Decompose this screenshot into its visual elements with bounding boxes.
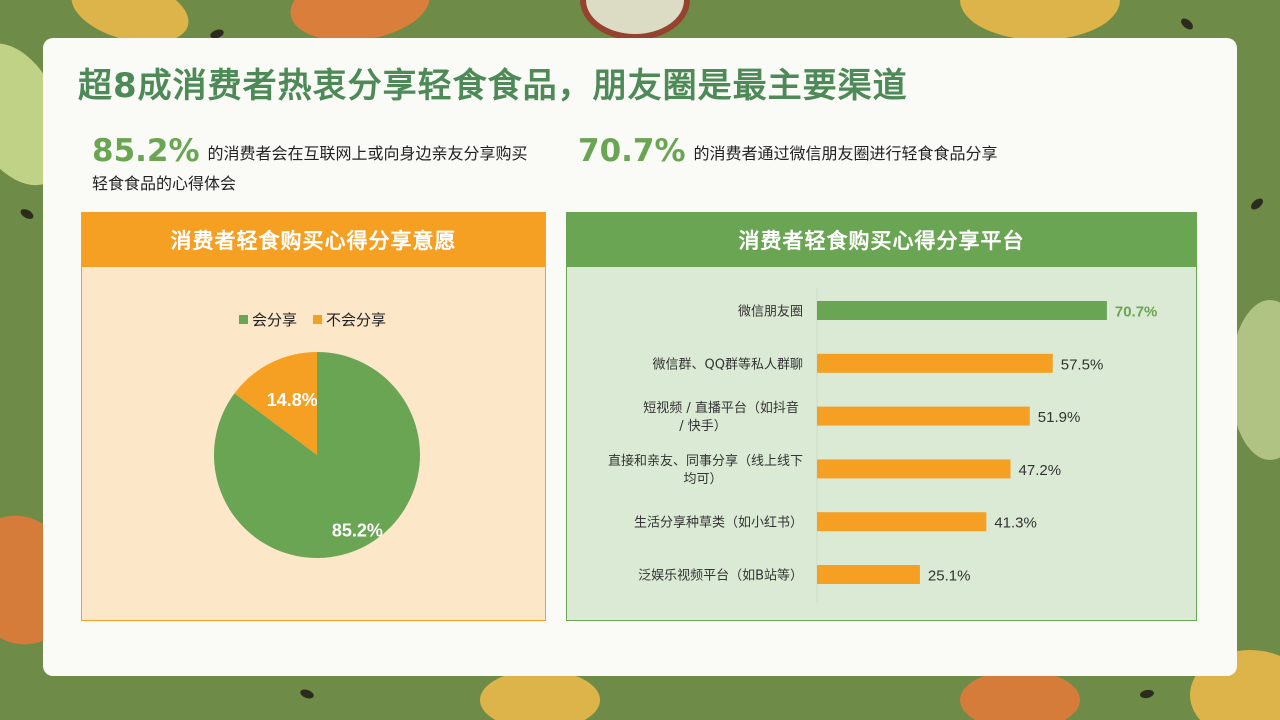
bar xyxy=(817,459,1011,479)
decor-mango xyxy=(480,670,600,720)
legend-item-no-share: 不会分享 xyxy=(313,309,386,330)
stat-value: 70.7% xyxy=(578,133,686,169)
panel-title: 消费者轻食购买心得分享意愿 xyxy=(82,213,545,267)
stat-value: 85.2% xyxy=(92,133,200,169)
bar-value-label: 70.7% xyxy=(1115,304,1158,321)
stat-text: 的消费者通过微信朋友圈进行轻食食品分享 xyxy=(693,144,998,163)
bar xyxy=(817,301,1107,320)
bar xyxy=(817,406,1030,426)
bar-value-label: 47.2% xyxy=(1019,462,1062,479)
decor-seed xyxy=(1249,196,1265,212)
bar xyxy=(817,565,920,584)
legend-label: 不会分享 xyxy=(326,311,387,329)
bar-category-label: 微信群、QQ群等私人群聊 xyxy=(653,356,803,372)
bar-value-label: 51.9% xyxy=(1038,409,1081,426)
pie-legend: 会分享 不会分享 xyxy=(239,309,386,330)
legend-label: 会分享 xyxy=(252,311,298,329)
stat-share-willing: 85.2% 的消费者会在互联网上或向身边亲友分享购买轻食食品的心得体会 xyxy=(92,136,532,199)
legend-swatch xyxy=(239,315,248,324)
stat-text: 的消费者会在互联网上或向身边亲友分享购买轻食食品的心得体会 xyxy=(92,144,528,193)
decor-seed xyxy=(1179,16,1195,32)
share-willingness-panel: 消费者轻食购买心得分享意愿 会分享 不会分享 14.8% 85.2% xyxy=(81,212,546,621)
pie-slice-no-share xyxy=(234,352,317,455)
decor-seed xyxy=(18,207,36,221)
pie-data-label: 14.8% xyxy=(267,390,318,410)
decor-seed xyxy=(299,687,315,701)
legend-item-share: 会分享 xyxy=(239,309,297,330)
decor-mango xyxy=(960,0,1120,40)
bar-value-label: 25.1% xyxy=(928,568,971,585)
pie-data-label: 85.2% xyxy=(332,521,383,541)
page-title: 超8成消费者热衷分享轻食食品，朋友圈是最主要渠道 xyxy=(78,66,908,106)
bar-category-label: 直接和亲友、同事分享（线上线下均可） xyxy=(608,453,803,487)
stat-wechat-moments: 70.7% 的消费者通过微信朋友圈进行轻食食品分享 xyxy=(578,136,1138,169)
bar-category-label: 泛娱乐视频平台（如B站等） xyxy=(638,568,803,584)
share-platform-panel: 消费者轻食购买心得分享平台 微信朋友圈 70.7% 微信群、QQ群等私人群聊 57.5… xyxy=(566,212,1197,621)
panel-title: 消费者轻食购买心得分享平台 xyxy=(567,213,1196,267)
pie-slice-share xyxy=(214,352,420,558)
bar-category-label: 生活分享种草类（如小红书） xyxy=(634,515,803,531)
bar xyxy=(817,512,987,532)
bar-value-label: 41.3% xyxy=(994,515,1037,532)
bar-value-label: 57.5% xyxy=(1061,356,1104,373)
bar-chart: 微信朋友圈 70.7% 微信群、QQ群等私人群聊 57.5% 短视频 / 直播平台（如抖… xyxy=(608,288,1158,603)
bar-category-label: 微信朋友圈 xyxy=(738,304,803,320)
decor-cucumber xyxy=(1230,300,1280,460)
decor-salmon xyxy=(960,670,1080,720)
bar xyxy=(817,353,1053,373)
decor-seed xyxy=(1139,688,1155,700)
bar-category-label: 短视频 / 直播平台（如抖音 / 快手） xyxy=(643,400,803,434)
pie-chart: 14.8% 85.2% xyxy=(214,352,420,558)
legend-swatch xyxy=(313,315,323,324)
decor-radish xyxy=(580,0,690,40)
